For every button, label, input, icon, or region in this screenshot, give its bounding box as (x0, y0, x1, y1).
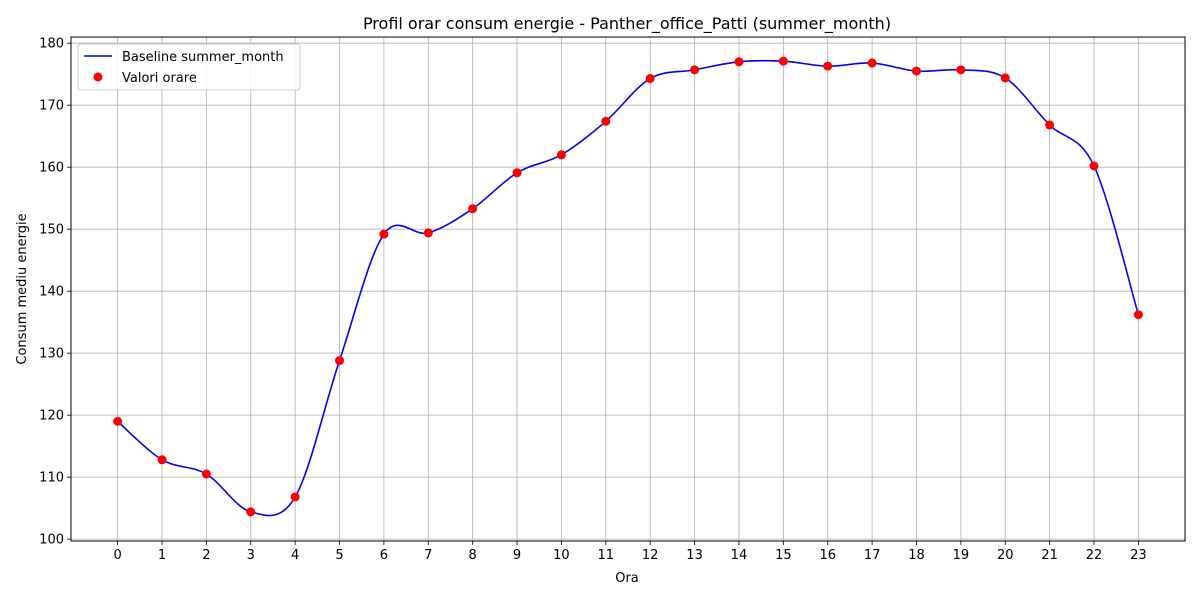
x-tick-label: 2 (202, 548, 210, 563)
x-tick-label: 1 (158, 548, 166, 563)
y-axis-ticks: 100 110 120 130 140 150 160 170 180 (39, 37, 71, 548)
x-tick-label: 5 (335, 548, 343, 563)
plot-frame (70, 36, 1186, 542)
x-axis-label: Ora (615, 571, 639, 586)
hourly-value-point (556, 150, 566, 160)
x-tick-label: 12 (642, 548, 659, 563)
hourly-value-point (157, 455, 167, 465)
x-tick-label: 4 (291, 548, 299, 563)
x-tick-label: 15 (775, 548, 792, 563)
x-tick-label: 14 (731, 548, 748, 563)
hourly-value-point (690, 65, 700, 75)
hourly-value-point (468, 204, 478, 214)
hourly-value-point (290, 492, 300, 502)
baseline-series-line (117, 59, 1140, 517)
series-points-group (113, 56, 1143, 517)
x-tick-label: 21 (1041, 548, 1058, 563)
y-tick-label: 140 (39, 285, 64, 300)
hourly-value-point (423, 228, 433, 238)
x-tick-label: 3 (247, 548, 255, 563)
y-tick-label: 120 (39, 409, 64, 424)
y-tick-label: 180 (39, 37, 64, 52)
x-tick-label: 0 (113, 548, 121, 563)
hourly-value-point (601, 116, 611, 126)
x-tick-label: 16 (819, 548, 836, 563)
x-tick-label: 20 (997, 548, 1014, 563)
x-tick-label: 10 (553, 548, 570, 563)
hourly-value-point (1045, 120, 1055, 130)
x-tick-label: 23 (1130, 548, 1147, 563)
y-tick-label: 100 (39, 533, 64, 548)
legend-label-baseline: Baseline summer_month (122, 50, 284, 65)
legend-label-points: Valori orare (122, 71, 197, 86)
hourly-value-point (1089, 161, 1099, 171)
x-tick-label: 19 (953, 548, 970, 563)
y-tick-label: 150 (39, 223, 64, 238)
hourly-value-point (1000, 73, 1010, 83)
x-axis-ticks: 0 1 2 3 4 5 6 7 8 9 10 11 12 13 14 15 16 17 18 19 20 21 22 23 (113, 541, 1147, 563)
hourly-value-point (956, 65, 966, 75)
y-tick-label: 110 (39, 471, 64, 486)
hourly-value-point (867, 58, 877, 68)
legend-box (77, 43, 301, 91)
hourly-value-point (201, 469, 211, 479)
hourly-value-point (335, 356, 345, 366)
hourly-value-point (911, 66, 921, 76)
hourly-value-point (823, 61, 833, 71)
hourly-value-point (246, 507, 256, 517)
hourly-value-point (113, 416, 123, 426)
x-tick-label: 18 (908, 548, 925, 563)
y-axis-label: Consum mediu energie (15, 213, 30, 364)
x-tick-label: 13 (686, 548, 703, 563)
x-tick-label: 7 (424, 548, 432, 563)
grid (71, 37, 1185, 541)
y-tick-label: 170 (39, 99, 64, 114)
y-tick-label: 130 (39, 347, 64, 362)
y-tick-label: 160 (39, 161, 64, 176)
legend-marker-swatch (93, 72, 103, 82)
hourly-value-point (1133, 310, 1143, 320)
hourly-value-point (734, 57, 744, 67)
hourly-value-point (645, 74, 655, 84)
x-tick-label: 11 (598, 548, 615, 563)
hourly-value-point (379, 229, 389, 239)
x-tick-label: 17 (864, 548, 881, 563)
hourly-value-point (778, 56, 788, 66)
x-tick-label: 8 (469, 548, 477, 563)
hourly-value-point (512, 168, 522, 178)
x-tick-label: 22 (1086, 548, 1103, 563)
x-tick-label: 9 (513, 548, 521, 563)
x-tick-label: 6 (380, 548, 388, 563)
series-line-group (117, 59, 1140, 517)
chart-title: Profil orar consum energie - Panther_off… (363, 14, 891, 34)
legend: Baseline summer_month Valori orare (77, 43, 301, 91)
